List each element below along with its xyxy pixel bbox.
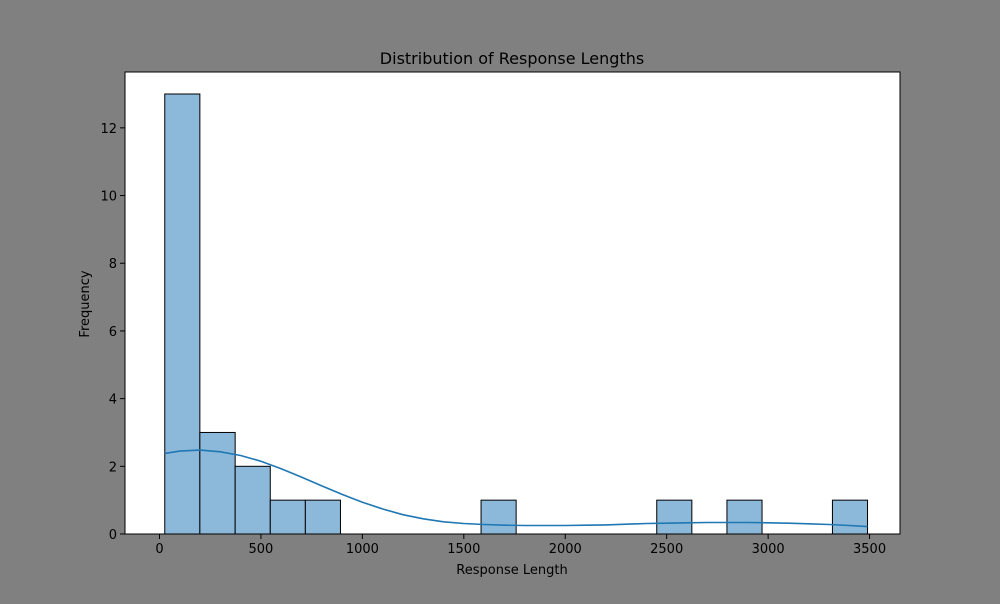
x-tick-label: 1500 — [447, 542, 480, 557]
plot-area — [125, 72, 900, 534]
histogram-bar — [726, 499, 763, 535]
y-axis-ticks: 0 2 4 6 8 10 12 — [100, 122, 125, 543]
y-tick-label: 6 — [109, 325, 117, 340]
histogram-bars — [164, 93, 869, 535]
x-tick-label: 1000 — [346, 542, 379, 557]
plot-frame — [124, 71, 901, 535]
histogram-bar — [199, 431, 236, 535]
kde-line — [164, 449, 868, 528]
x-tick-label: 0 — [155, 542, 163, 557]
y-axis-label: Frequency — [78, 270, 93, 337]
histogram-bar — [269, 499, 306, 535]
y-tick-label: 12 — [100, 122, 117, 137]
histogram-bar — [164, 93, 201, 535]
chart-title: Distribution of Response Lengths — [380, 49, 644, 68]
histogram-bar — [656, 499, 693, 535]
histogram-bar — [831, 499, 869, 535]
y-tick-label: 2 — [109, 460, 117, 475]
y-tick-label: 0 — [109, 528, 117, 543]
x-tick-label: 3000 — [752, 542, 785, 557]
x-tick-label: 3500 — [853, 542, 886, 557]
histogram-bar — [234, 465, 271, 535]
x-tick-label: 2500 — [650, 542, 683, 557]
x-tick-label: 500 — [249, 542, 274, 557]
x-tick-label: 2000 — [549, 542, 582, 557]
y-tick-label: 10 — [100, 190, 117, 205]
y-tick-label: 4 — [109, 393, 117, 408]
histogram-bar — [304, 499, 341, 535]
x-axis-label: Response Length — [456, 563, 567, 578]
y-tick-label: 8 — [109, 257, 117, 272]
x-axis-ticks: 0 500 1000 1500 2000 2500 3000 3500 — [155, 534, 886, 557]
histogram-bar — [480, 499, 517, 535]
